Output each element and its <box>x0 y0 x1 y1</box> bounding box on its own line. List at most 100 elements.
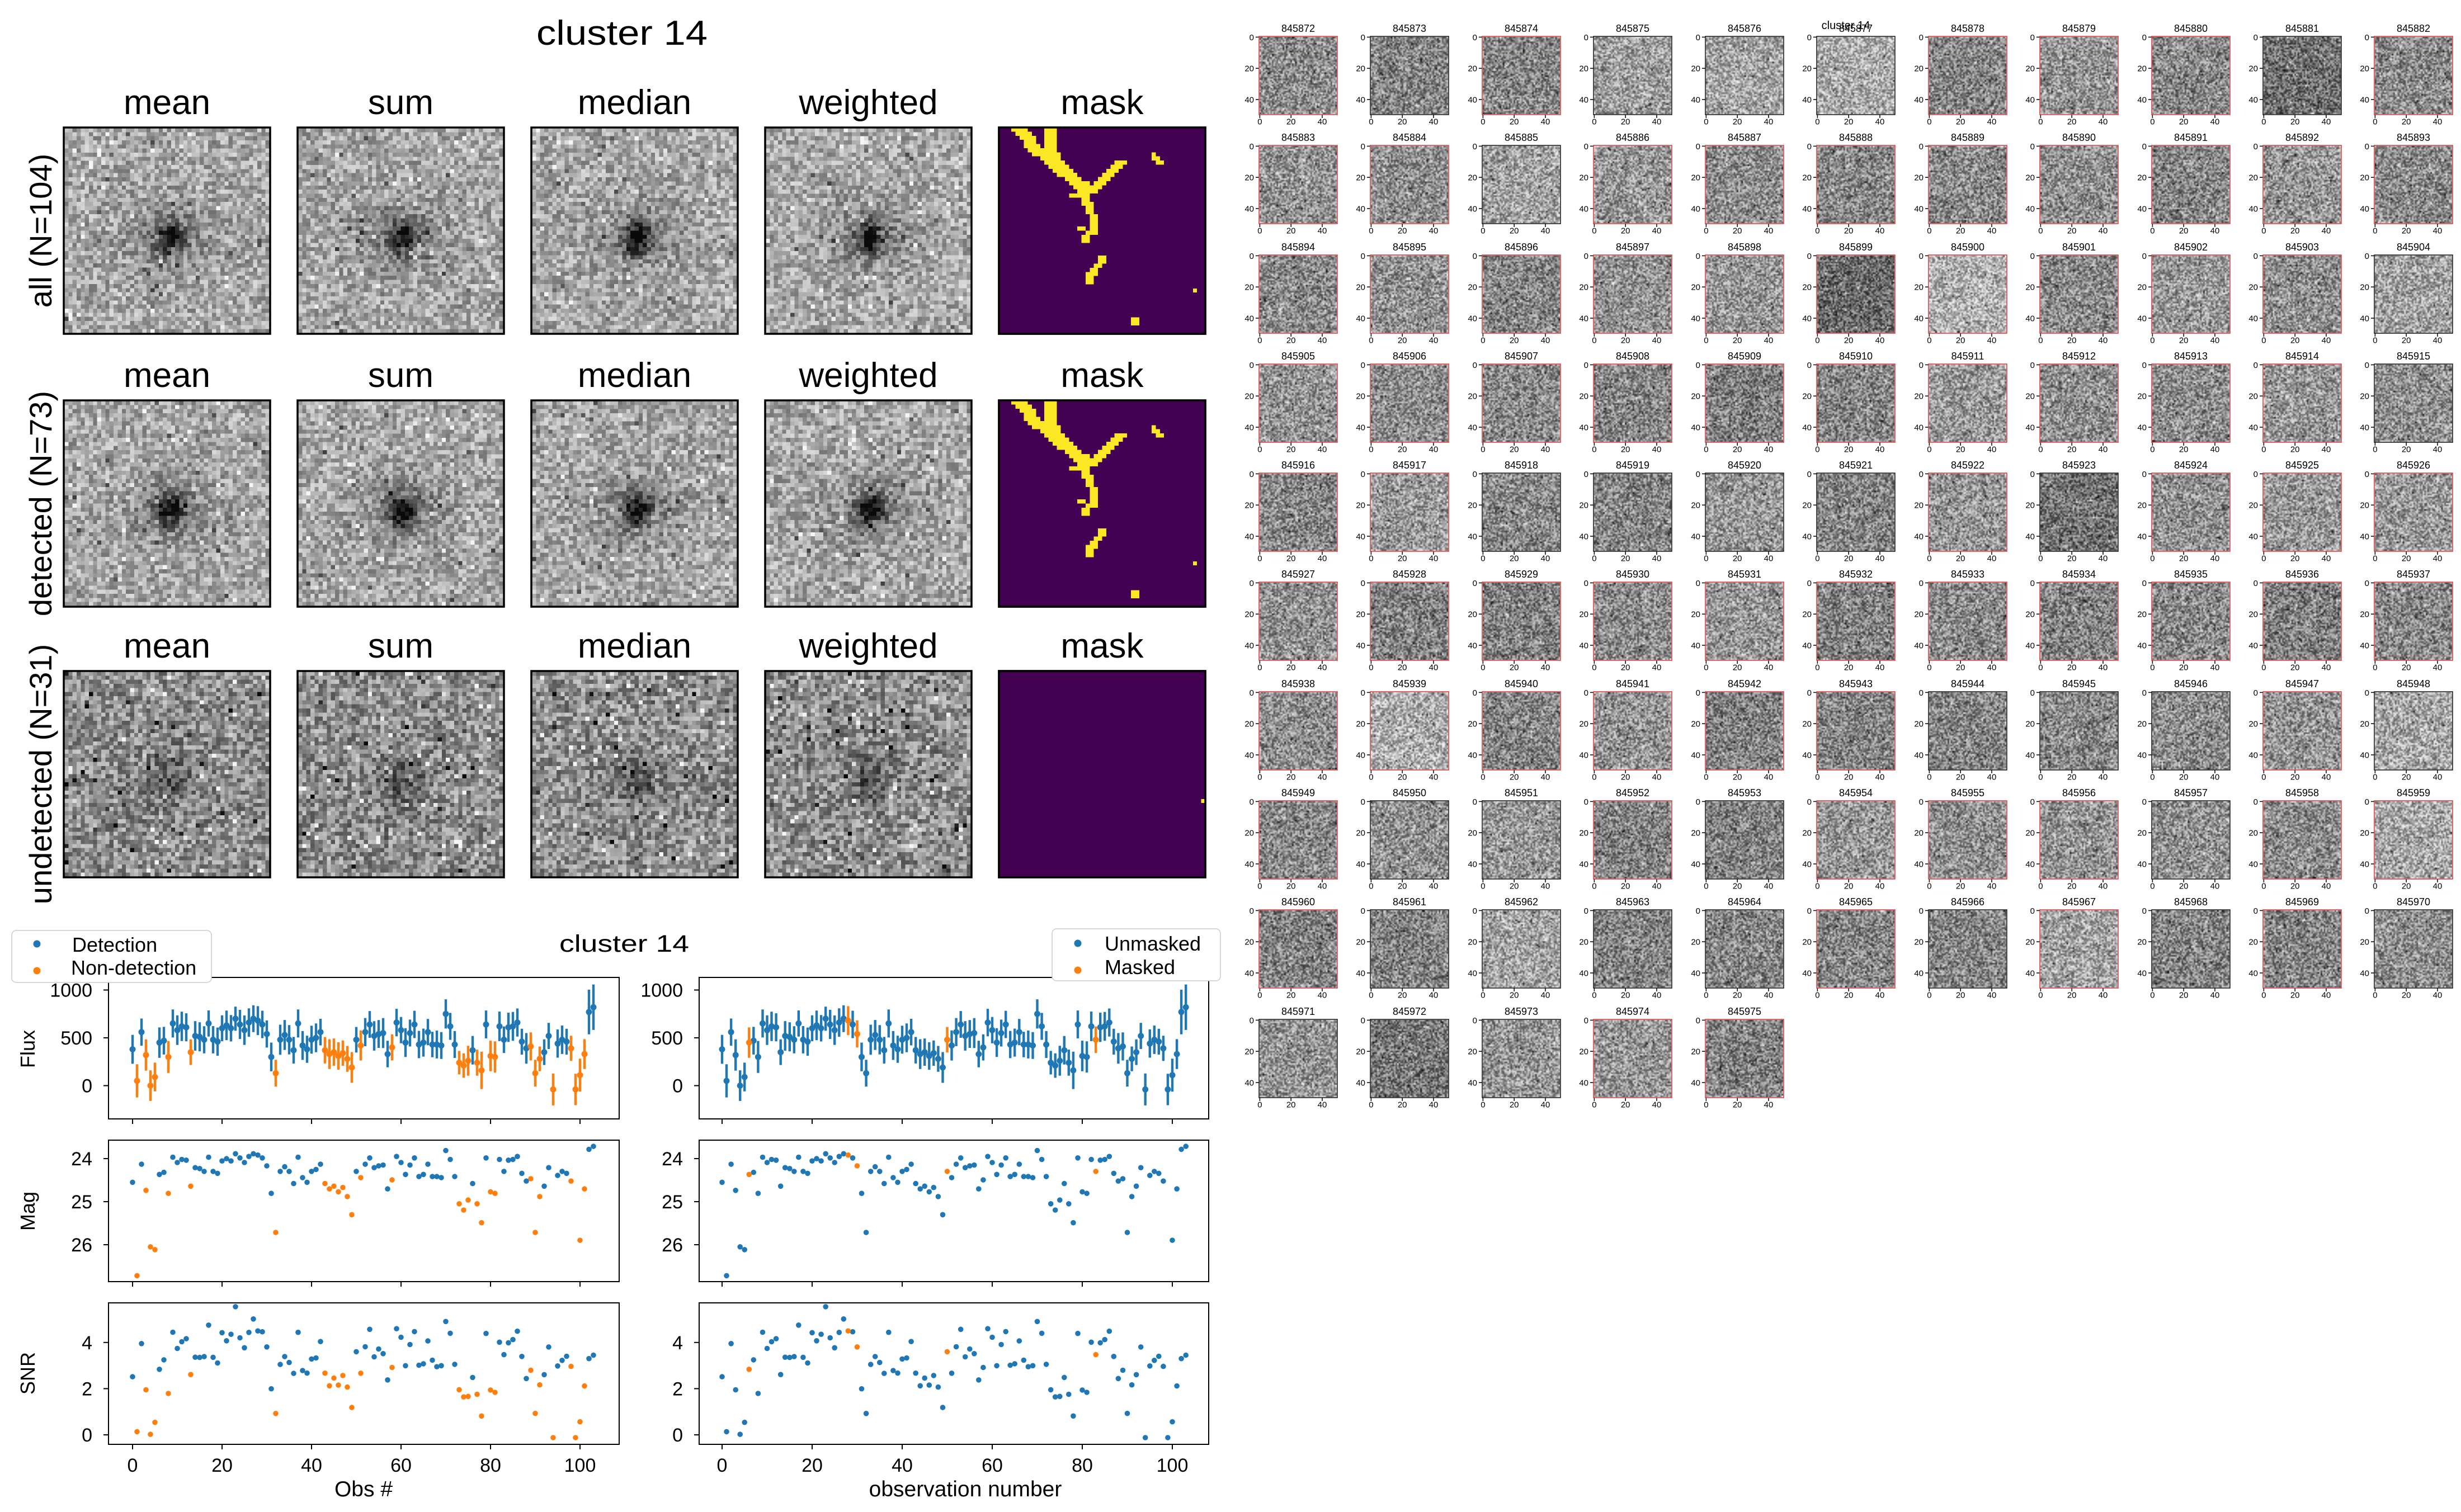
svg-text:Flux: Flux <box>16 1030 39 1068</box>
svg-text:845922: 845922 <box>1951 460 1984 471</box>
svg-text:845917: 845917 <box>1393 460 1426 471</box>
svg-text:845963: 845963 <box>1616 896 1649 908</box>
svg-text:845904: 845904 <box>2397 242 2430 253</box>
svg-text:mean: mean <box>124 356 210 395</box>
svg-text:845939: 845939 <box>1393 678 1426 689</box>
svg-text:845945: 845945 <box>2062 678 2096 689</box>
svg-text:0: 0 <box>717 1455 728 1476</box>
svg-text:500: 500 <box>651 1028 683 1049</box>
svg-text:845941: 845941 <box>1616 678 1649 689</box>
svg-text:weighted: weighted <box>798 627 937 665</box>
svg-text:845936: 845936 <box>2285 569 2319 580</box>
svg-text:845924: 845924 <box>2174 460 2208 471</box>
svg-text:Masked: Masked <box>1105 956 1175 979</box>
svg-text:0: 0 <box>82 1076 92 1097</box>
svg-text:cluster 14: cluster 14 <box>1822 20 1870 32</box>
svg-text:2: 2 <box>82 1378 92 1400</box>
svg-text:Non-detection: Non-detection <box>71 956 196 979</box>
svg-text:mask: mask <box>1060 627 1144 665</box>
svg-text:24: 24 <box>662 1149 683 1170</box>
svg-text:Mag: Mag <box>16 1192 39 1231</box>
svg-text:845878: 845878 <box>1951 23 1984 34</box>
svg-text:845968: 845968 <box>2174 896 2208 908</box>
svg-text:20: 20 <box>802 1455 823 1476</box>
svg-text:845907: 845907 <box>1505 351 1538 362</box>
svg-text:845949: 845949 <box>1281 787 1315 798</box>
svg-text:2: 2 <box>672 1378 683 1400</box>
svg-text:20: 20 <box>211 1455 233 1476</box>
svg-text:845890: 845890 <box>2062 132 2096 143</box>
svg-text:4: 4 <box>672 1333 683 1354</box>
svg-text:845948: 845948 <box>2397 678 2430 689</box>
svg-text:845925: 845925 <box>2285 460 2319 471</box>
svg-text:845950: 845950 <box>1393 787 1426 798</box>
svg-text:845891: 845891 <box>2174 132 2208 143</box>
svg-text:845967: 845967 <box>2062 896 2096 908</box>
svg-text:845965: 845965 <box>1839 896 1873 908</box>
svg-text:845935: 845935 <box>2174 569 2208 580</box>
svg-text:845955: 845955 <box>1951 787 1984 798</box>
svg-text:0: 0 <box>672 1076 683 1097</box>
svg-text:845975: 845975 <box>1728 1006 1761 1017</box>
svg-text:845879: 845879 <box>2062 23 2096 34</box>
svg-text:845946: 845946 <box>2174 678 2208 689</box>
svg-text:Unmasked: Unmasked <box>1105 932 1201 955</box>
svg-text:40: 40 <box>301 1455 322 1476</box>
svg-text:845916: 845916 <box>1281 460 1315 471</box>
svg-text:845876: 845876 <box>1728 23 1761 34</box>
svg-text:Detection: Detection <box>72 933 157 956</box>
svg-text:845940: 845940 <box>1505 678 1538 689</box>
svg-text:845972: 845972 <box>1393 1006 1426 1017</box>
svg-text:median: median <box>578 627 691 665</box>
svg-text:80: 80 <box>480 1455 501 1476</box>
svg-text:845926: 845926 <box>2397 460 2430 471</box>
svg-text:845959: 845959 <box>2397 787 2430 798</box>
svg-text:845899: 845899 <box>1839 242 1873 253</box>
svg-text:845911: 845911 <box>1951 351 1984 362</box>
svg-text:1000: 1000 <box>50 980 92 1001</box>
svg-text:845873: 845873 <box>1393 23 1426 34</box>
svg-text:mask: mask <box>1060 356 1144 395</box>
svg-text:845929: 845929 <box>1505 569 1538 580</box>
svg-text:845966: 845966 <box>1951 896 1984 908</box>
svg-text:cluster 14: cluster 14 <box>559 930 689 957</box>
svg-text:845888: 845888 <box>1839 132 1873 143</box>
svg-text:845957: 845957 <box>2174 787 2208 798</box>
svg-text:26: 26 <box>71 1235 92 1256</box>
svg-text:median: median <box>578 356 691 395</box>
svg-text:detected (N=73): detected (N=73) <box>23 391 58 616</box>
svg-text:845885: 845885 <box>1505 132 1538 143</box>
svg-text:60: 60 <box>390 1455 412 1476</box>
svg-text:845887: 845887 <box>1728 132 1761 143</box>
svg-text:845956: 845956 <box>2062 787 2096 798</box>
svg-text:sum: sum <box>368 356 433 395</box>
svg-text:845898: 845898 <box>1728 242 1761 253</box>
svg-text:undetected (N=31): undetected (N=31) <box>23 644 58 904</box>
svg-text:observation number: observation number <box>869 1477 1062 1501</box>
svg-text:845892: 845892 <box>2285 132 2319 143</box>
svg-text:845953: 845953 <box>1728 787 1761 798</box>
svg-text:845897: 845897 <box>1616 242 1649 253</box>
svg-text:845937: 845937 <box>2397 569 2430 580</box>
svg-text:845912: 845912 <box>2062 351 2096 362</box>
svg-text:845962: 845962 <box>1505 896 1538 908</box>
svg-text:845874: 845874 <box>1505 23 1538 34</box>
svg-text:845902: 845902 <box>2174 242 2208 253</box>
svg-text:845895: 845895 <box>1393 242 1426 253</box>
svg-text:all (N=104): all (N=104) <box>23 154 58 308</box>
svg-text:845974: 845974 <box>1616 1006 1649 1017</box>
svg-text:median: median <box>578 83 691 122</box>
svg-text:mask: mask <box>1060 83 1144 122</box>
svg-text:845906: 845906 <box>1393 351 1426 362</box>
svg-text:25: 25 <box>662 1192 683 1213</box>
svg-text:845923: 845923 <box>2062 460 2096 471</box>
svg-text:845877: 845877 <box>1839 23 1873 34</box>
svg-text:SNR: SNR <box>16 1352 39 1395</box>
svg-text:845881: 845881 <box>2285 23 2319 34</box>
svg-text:845954: 845954 <box>1839 787 1873 798</box>
svg-text:845920: 845920 <box>1728 460 1761 471</box>
svg-text:80: 80 <box>1072 1455 1093 1476</box>
svg-text:845931: 845931 <box>1728 569 1761 580</box>
svg-text:845915: 845915 <box>2397 351 2430 362</box>
svg-text:845903: 845903 <box>2285 242 2319 253</box>
